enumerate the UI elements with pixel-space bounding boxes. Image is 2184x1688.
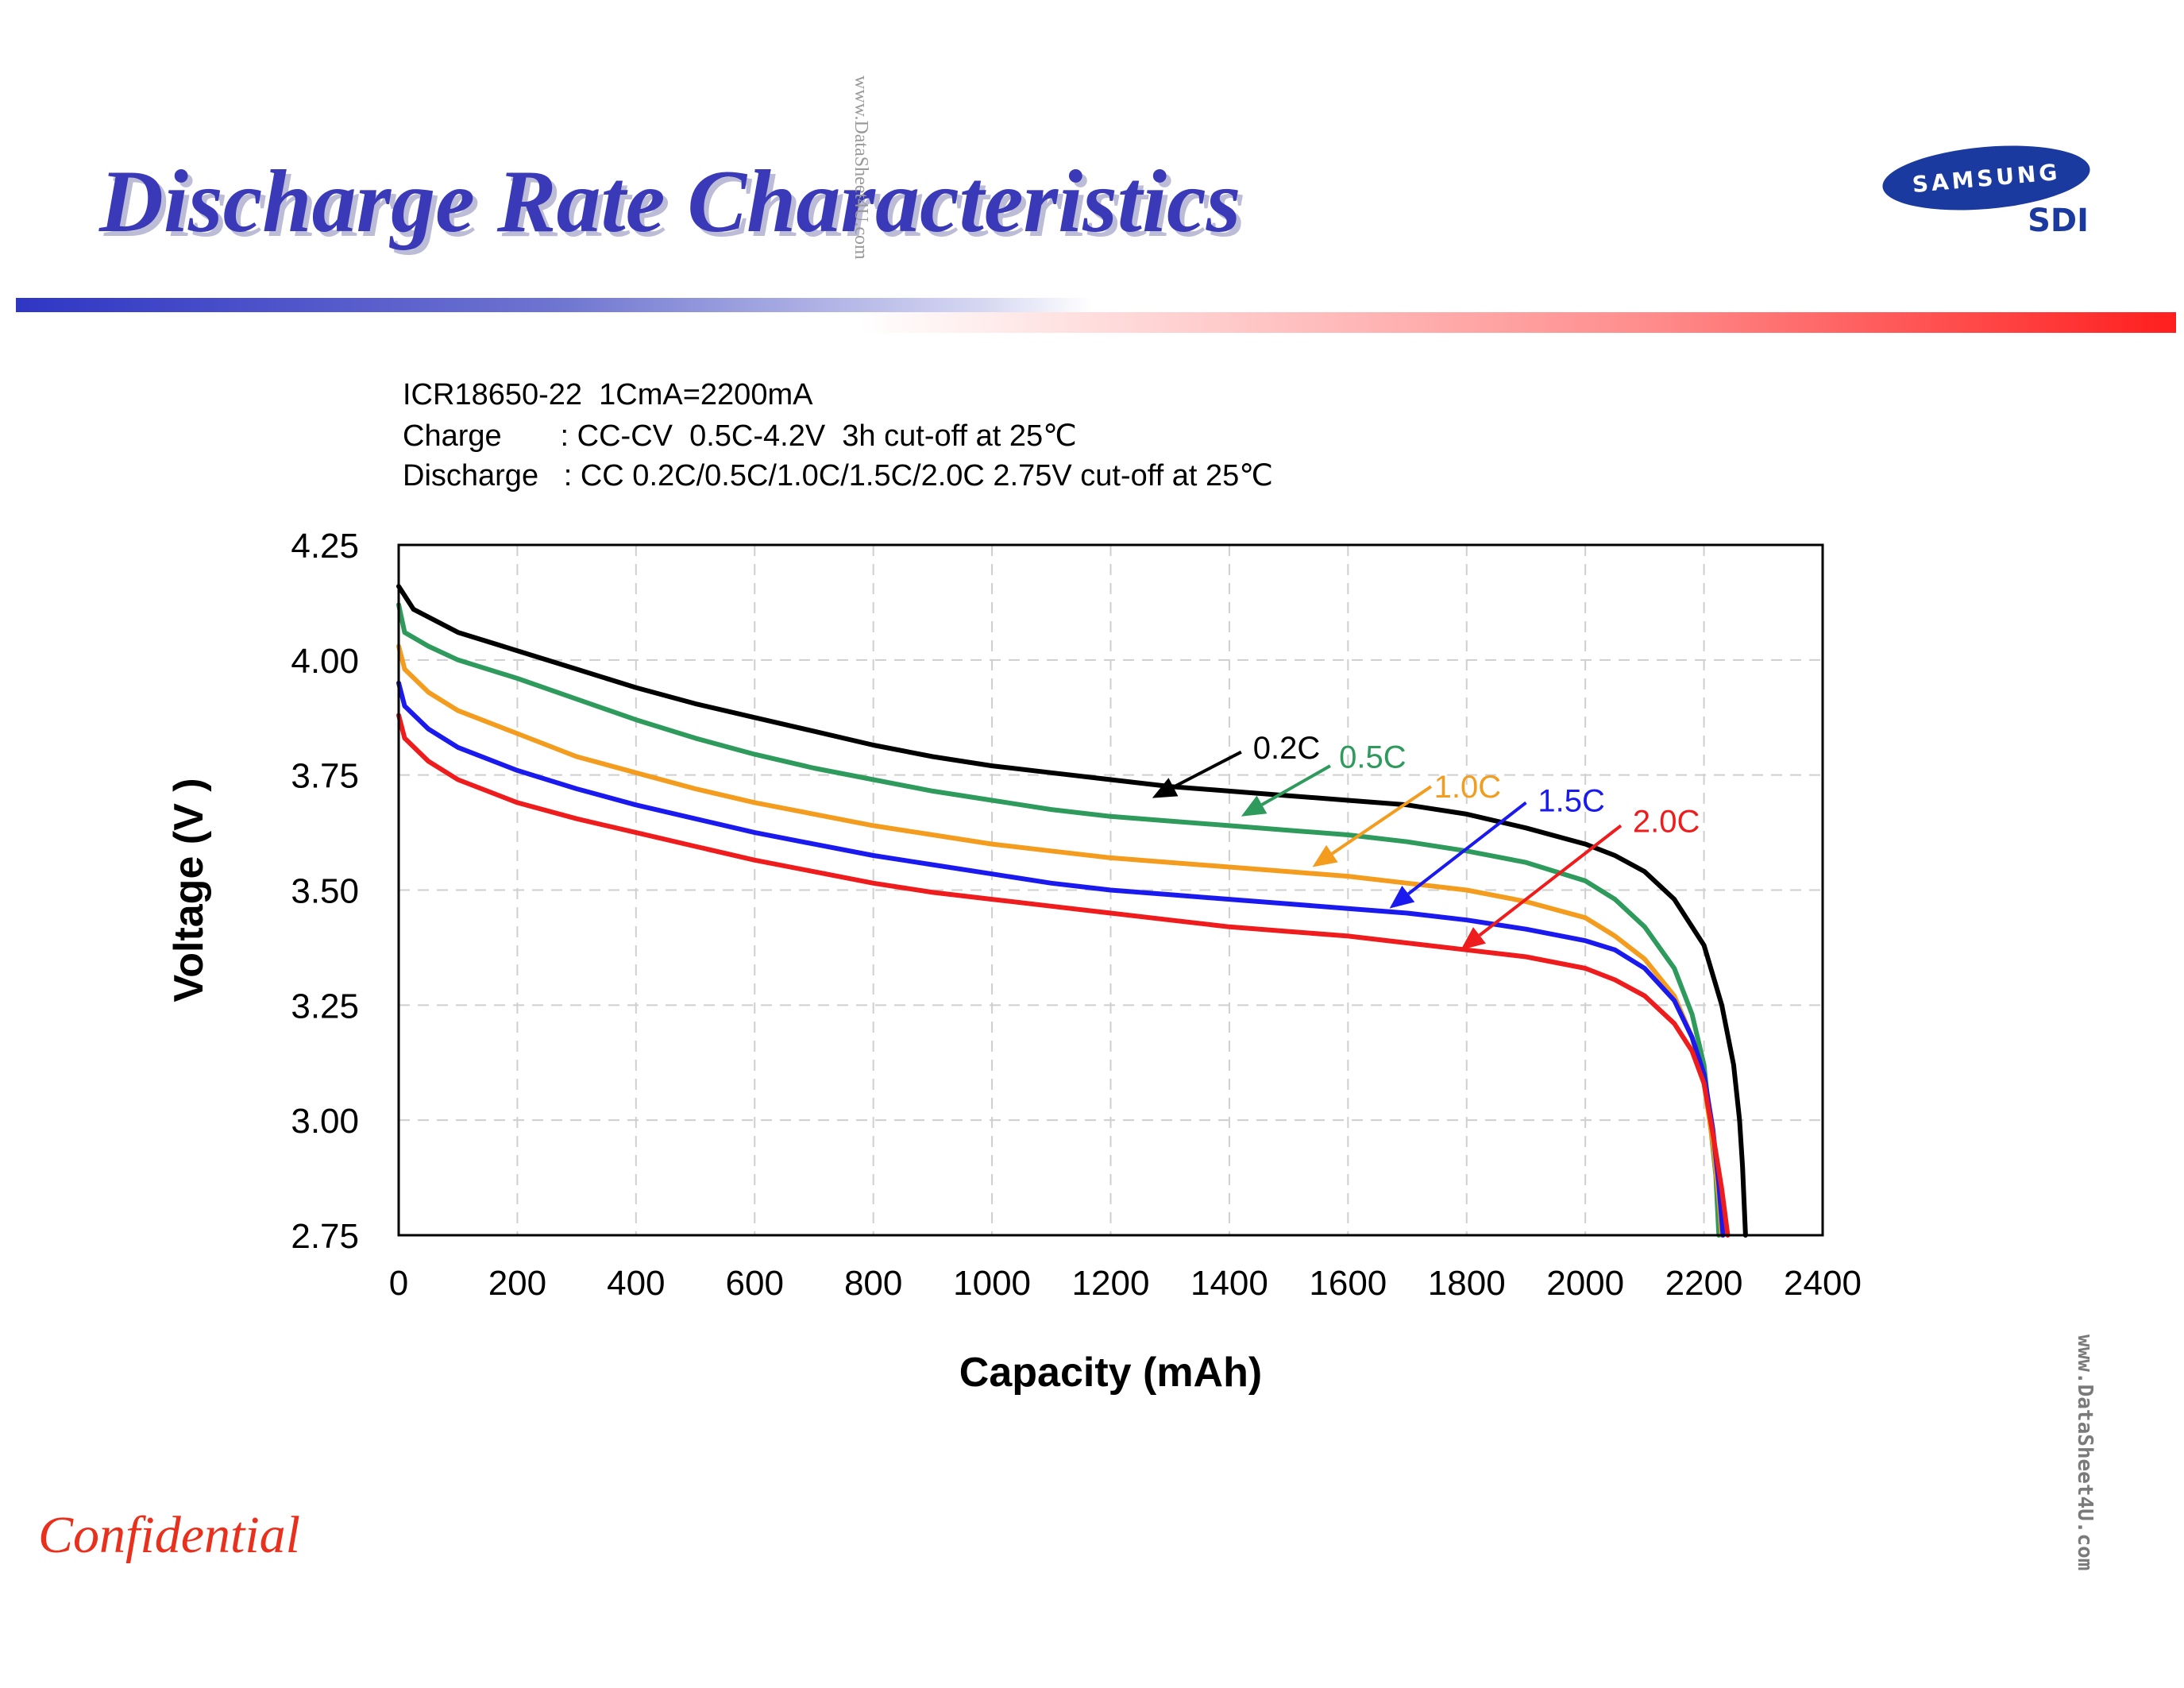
y-tick-label: 3.00 xyxy=(291,1102,359,1141)
watermark-top: www.DataSheet4U.com xyxy=(851,75,871,260)
plot-frame xyxy=(397,543,1824,1237)
annotation-label-1.5C: 1.5C xyxy=(1538,784,1605,819)
x-tick-label: 2200 xyxy=(1665,1264,1743,1303)
x-tick-label: 1800 xyxy=(1428,1264,1506,1303)
x-tick-label: 1400 xyxy=(1190,1264,1268,1303)
y-tick-label: 4.00 xyxy=(291,642,359,681)
watermark-side: www.DataSheet4U.com xyxy=(2073,1335,2097,1571)
x-tick-label: 800 xyxy=(844,1264,902,1303)
header-divider-red xyxy=(858,312,2176,333)
x-tick-label: 200 xyxy=(488,1264,546,1303)
x-tick-label: 1200 xyxy=(1072,1264,1150,1303)
x-axis-title: Capacity (mAh) xyxy=(959,1350,1262,1396)
spec-line-charge: Charge : CC-CV 0.5C-4.2V 3h cut-off at 2… xyxy=(403,419,1077,453)
annotation-arrow-2.0C xyxy=(1478,824,1623,937)
series-line-0.2C xyxy=(396,584,1748,1238)
series-line-1.5C xyxy=(396,680,1726,1238)
y-tick-label: 3.75 xyxy=(291,757,359,796)
series-line-2.0C xyxy=(396,713,1731,1238)
y-tick-label: 2.75 xyxy=(291,1217,359,1256)
series-line-0.5C xyxy=(396,602,1722,1238)
spec-line-model: ICR18650-22 1CmA=2200mA xyxy=(403,378,813,411)
logo-sdi: SDI xyxy=(2028,203,2089,239)
annotation-arrowhead-2.0C xyxy=(1461,927,1486,950)
y-tick-label: 4.25 xyxy=(291,527,359,566)
annotation-arrow-0.5C xyxy=(1260,764,1331,806)
series-line-1.0C xyxy=(396,643,1724,1238)
annotation-arrow-1.5C xyxy=(1407,801,1527,895)
series-layer xyxy=(396,584,1748,1238)
annotation-arrow-1.0C xyxy=(1331,785,1433,856)
x-tick-label: 400 xyxy=(607,1264,665,1303)
x-tick-label: 600 xyxy=(726,1264,784,1303)
confidential-label: Confidential xyxy=(38,1506,300,1564)
annotation-arrowhead-1.0C xyxy=(1312,844,1338,867)
spec-line-discharge: Discharge : CC 0.2C/0.5C/1.0C/1.5C/2.0C … xyxy=(403,459,1273,492)
annotation-arrowhead-0.5C xyxy=(1241,795,1268,817)
header-divider-blue xyxy=(16,298,1092,312)
y-tick-label: 3.25 xyxy=(291,987,359,1026)
annotation-label-1.0C: 1.0C xyxy=(1434,770,1502,805)
annotation-label-0.5C: 0.5C xyxy=(1339,740,1406,774)
x-tick-label: 1600 xyxy=(1309,1264,1387,1303)
annotation-arrow-0.2C xyxy=(1172,750,1242,789)
x-tick-label: 1000 xyxy=(953,1264,1031,1303)
x-tick-label: 2000 xyxy=(1546,1264,1624,1303)
x-tick-label: 0 xyxy=(389,1264,408,1303)
annotation-layer: 0.2C 0.5C 1.0C 1.5C 2.0C xyxy=(1152,731,1700,950)
annotation-label-0.2C: 0.2C xyxy=(1253,731,1321,766)
x-tick-label: 2400 xyxy=(1784,1264,1862,1303)
page-title: Discharge Rate Characteristics xyxy=(99,153,1241,251)
annotation-arrowhead-0.2C xyxy=(1152,778,1179,798)
annotation-label-2.0C: 2.0C xyxy=(1633,805,1700,840)
y-axis-title: Voltage (V ) xyxy=(166,778,212,1002)
tick-layer: 0 200 400 600 800 1000 1200 1400 1600 1800 2000 220… xyxy=(291,527,1862,1303)
samsung-sdi-logo: SAMSUNG SDI xyxy=(1880,137,2097,239)
y-tick-label: 3.50 xyxy=(291,872,359,911)
annotation-arrowhead-1.5C xyxy=(1389,886,1415,909)
